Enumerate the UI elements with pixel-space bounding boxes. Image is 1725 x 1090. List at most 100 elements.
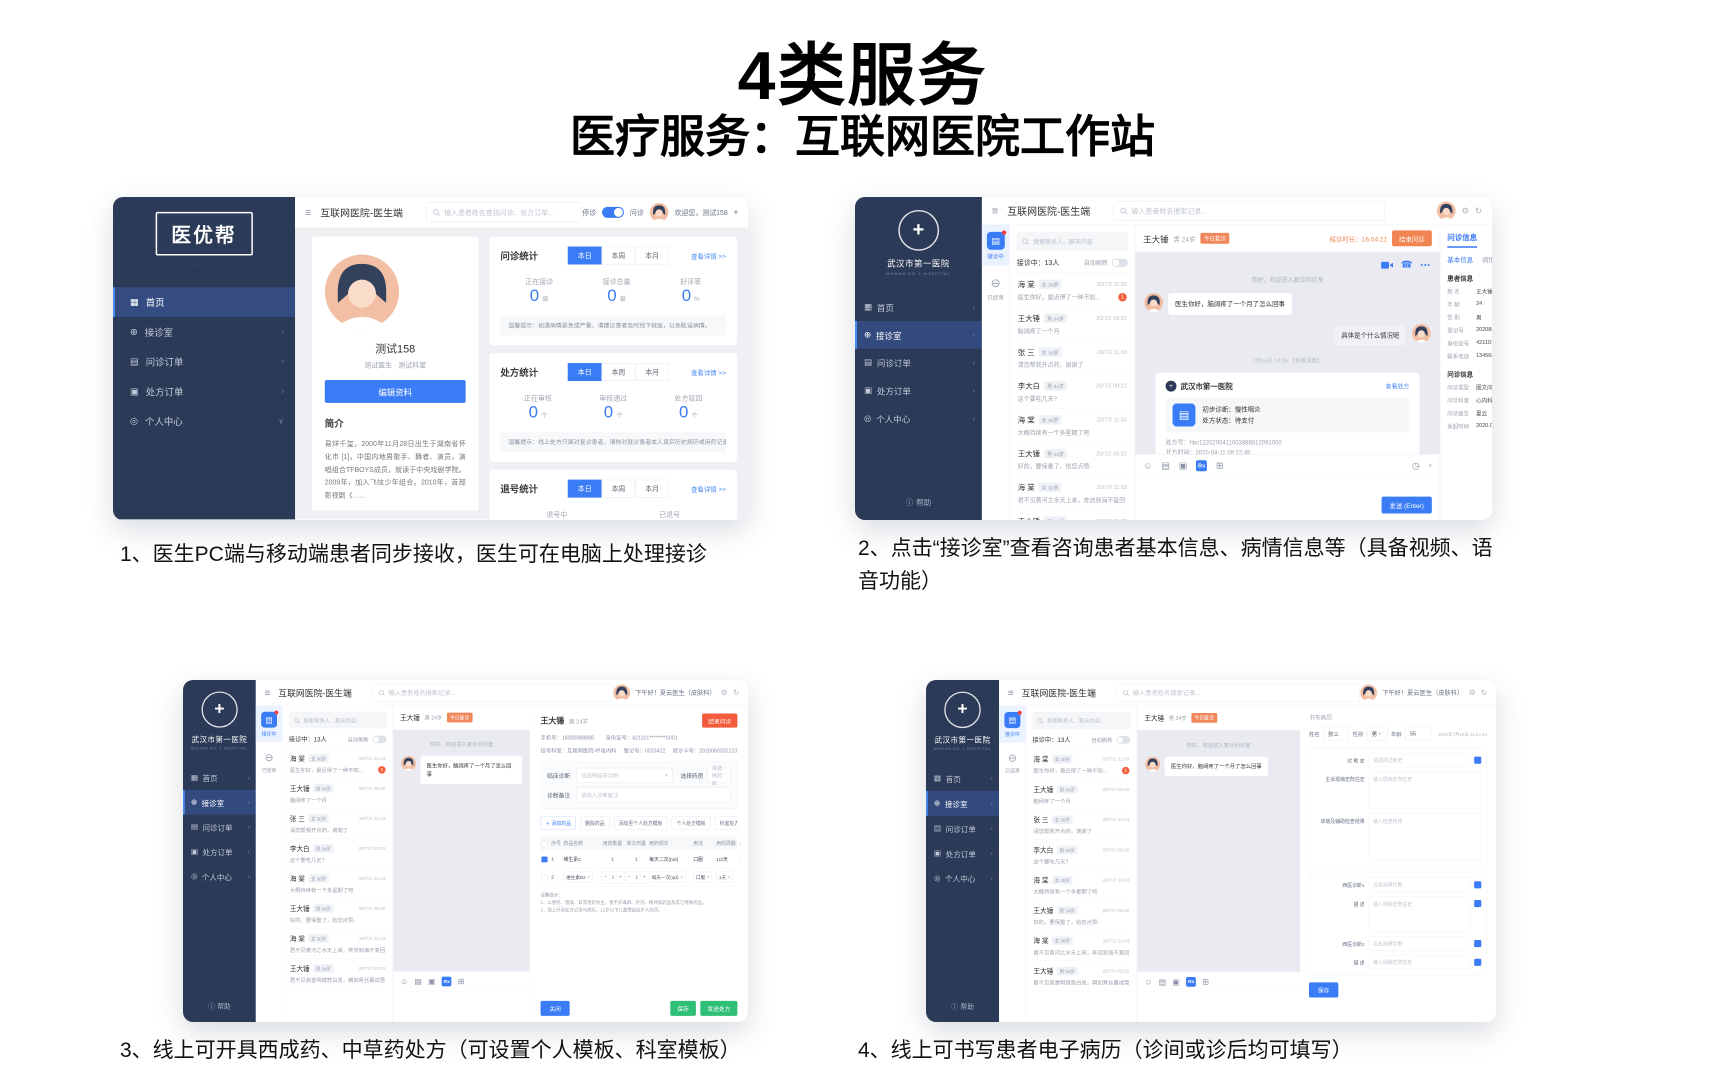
plus-button[interactable]: +: [642, 874, 646, 880]
form-textarea[interactable]: 输入检查结果: [1368, 813, 1482, 860]
form-input[interactable]: 点击选择诊断: [1368, 877, 1471, 892]
sidebar-item-rx-orders[interactable]: ▣ 处方订单 ‹: [926, 841, 999, 866]
search-input[interactable]: 输入患者姓名搜索记录...: [1113, 200, 1385, 221]
list-item[interactable]: 王大锤男 34岁 20/7/2 09:22 脑阔疼了一个月: [288, 778, 387, 809]
list-item[interactable]: 海 棠女 30岁 20/7/2 11:03 君不见黄河之水天上来，奔流到海不复回: [288, 929, 387, 959]
search-input[interactable]: 输入患者姓名搜索记录...: [372, 683, 614, 702]
rail-item-receiving[interactable]: ▤ 接诊中: [999, 705, 1026, 743]
list-item[interactable]: 海 棠女 30岁 20/7/2 11:03 医生你好，最近得了一种不知... 1: [1016, 273, 1128, 307]
list-item[interactable]: 海 棠女 30岁 20/7/2 11:03 医生你好，最近得了一种不知... 1: [288, 748, 387, 779]
form-input[interactable]: 输入现病史既往史: [1368, 955, 1471, 970]
gear-icon[interactable]: ⚙: [1461, 205, 1470, 216]
plus-icon[interactable]: ⊞: [457, 976, 465, 986]
row-checkbox[interactable]: [541, 874, 551, 881]
auto-refresh-toggle[interactable]: [1116, 735, 1131, 744]
list-item[interactable]: 海 棠女 30岁 20/7/2 11:03 君不见黄河之水天上来，奔流到海不复回: [1016, 476, 1128, 511]
sidebar-item-reception[interactable]: ⊕ 接诊室 ‹: [855, 320, 982, 349]
list-item[interactable]: 海 棠女 30岁 20/7/2 11:03 大概持续有一个多星期了吧: [1016, 409, 1128, 443]
list-item[interactable]: 王大锤男 34岁 20/7/2 09:22 脑阔疼了一个月: [1032, 779, 1131, 810]
personal-template-button[interactable]: 个人处方模板: [671, 815, 711, 831]
rail-item-finished[interactable]: ⊖ 已结束: [999, 742, 1026, 779]
cycle-select[interactable]: 1天 ▾: [716, 871, 733, 884]
tab-本日[interactable]: 本日: [567, 479, 602, 498]
emoji-icon[interactable]: ☺: [1144, 977, 1153, 987]
plus-icon[interactable]: ⊞: [1202, 977, 1209, 987]
video-call-icon[interactable]: [1380, 261, 1393, 269]
usage-select[interactable]: 口服 ▾: [693, 871, 712, 884]
sidebar-item-profile[interactable]: ◎ 个人中心 ‹: [183, 864, 256, 889]
sidebar-item-home[interactable]: ▦ 首页 ›: [183, 765, 256, 790]
contact-search-input[interactable]: 搜索联系人、聊天内容: [1016, 231, 1128, 251]
avatar[interactable]: [649, 202, 669, 222]
sidebar-item-consult-orders[interactable]: ▤ 问诊订单 ‹: [183, 815, 256, 840]
send-prescription-button[interactable]: 发送处方: [700, 1000, 738, 1016]
minus-button[interactable]: −: [627, 874, 631, 880]
minus-button[interactable]: −: [604, 874, 607, 880]
tab-本月[interactable]: 本月: [635, 246, 670, 265]
avatar[interactable]: [613, 684, 630, 701]
contact-search-input[interactable]: 搜索联系人、聊天内容: [1032, 712, 1131, 729]
list-item[interactable]: 张 三女 30岁 20/7/2 11:03 请您帮我开点药，谢谢了: [1032, 810, 1131, 840]
power-icon[interactable]: ↻: [1475, 205, 1483, 216]
history-clock-icon[interactable]: ◷: [1412, 460, 1420, 471]
power-icon[interactable]: ↻: [732, 688, 740, 697]
sidebar-item-profile[interactable]: ◎ 个人中心 ‹: [926, 866, 999, 891]
drug-select[interactable]: 维生素B2 ▾: [563, 871, 593, 884]
tab-basic-info[interactable]: 基本信息: [1447, 256, 1474, 264]
list-item[interactable]: 海 棠女 30岁 20/7/2 11:03 君不见黄河之水天上来，奔流到海不复回: [1032, 931, 1131, 961]
form-textarea[interactable]: 输入现病史既往史: [1368, 896, 1471, 933]
sidebar-item-reception[interactable]: ⊕ 接诊室 ‹: [926, 790, 1000, 816]
help-button[interactable]: ⓘ 帮助: [926, 1002, 999, 1011]
age-input[interactable]: 55: [1405, 726, 1432, 742]
blue-action-icon[interactable]: [1474, 756, 1482, 764]
gear-icon[interactable]: ⚙: [720, 688, 728, 697]
blue-action-icon[interactable]: [1474, 940, 1482, 948]
hamburger-icon[interactable]: ≡: [264, 686, 271, 698]
sex-select[interactable]: 男 ▾: [1366, 726, 1388, 742]
view-details-link[interactable]: 查看详情 >>: [690, 368, 727, 377]
caret-down-icon[interactable]: ▾: [733, 207, 738, 217]
qty-stepper[interactable]: −1 +: [601, 871, 625, 884]
add-to-personal-template-button[interactable]: 添加至个人处方模板: [613, 815, 668, 831]
save-button[interactable]: 保存: [1308, 982, 1339, 998]
caret-down-icon[interactable]: ▾: [1428, 462, 1432, 470]
rail-item-receiving[interactable]: ▤ 接诊中: [255, 705, 283, 742]
pharmacy-input[interactable]: 请选择药房: [706, 765, 731, 786]
avatar[interactable]: [1436, 201, 1456, 221]
edit-profile-button[interactable]: 编辑资料: [324, 380, 466, 403]
sidebar-item-home[interactable]: ▦ 首页 ›: [926, 766, 999, 791]
hamburger-icon[interactable]: ≡: [991, 204, 999, 217]
list-item[interactable]: 海 棠女 30岁 20/7/2 11:03 大概持续有一个多星期了吧: [288, 868, 387, 899]
tab-condition-info[interactable]: 病情信息: [1482, 256, 1492, 264]
sidebar-item-rx-orders[interactable]: ▣ 处方订单 ‹: [183, 839, 256, 864]
list-item[interactable]: 王大锤男 34岁 20/7/2 09:22 好的，要保重了，给您点赞-: [1016, 442, 1128, 477]
rx-icon[interactable]: Rx: [441, 976, 452, 987]
list-item[interactable]: 张 三女 30岁 20/7/2 11:03 请您帮我开点药，谢谢了: [288, 808, 387, 839]
search-input[interactable]: 输入患者姓名搜索记录...: [1116, 683, 1360, 702]
hamburger-icon[interactable]: ≡: [304, 205, 312, 219]
sidebar-item-consult-orders[interactable]: ▤ 问诊订单 ‹: [926, 816, 999, 841]
list-item[interactable]: 王大锤男 34岁 20/7/2 09:22 好的，要保重了，给您点赞-: [288, 898, 387, 929]
prescription-card[interactable]: + 武汉市第一医院 查看处方 ▤ 初步诊断：慢性咽炎 处方状态：待支付 处方号：…: [1155, 372, 1420, 455]
tab-本日[interactable]: 本日: [567, 363, 602, 382]
view-details-link[interactable]: 查看详情 >>: [690, 252, 727, 260]
sidebar-item-rx-orders[interactable]: ▣ 处方订单 ‹: [855, 377, 982, 405]
rx-icon[interactable]: Rx: [1196, 460, 1208, 472]
blue-action-icon[interactable]: [1474, 881, 1482, 889]
list-icon[interactable]: ▤: [1161, 460, 1170, 471]
message-input[interactable]: 发送 (Enter): [1135, 476, 1440, 520]
gear-icon[interactable]: ⚙: [1468, 688, 1476, 697]
image-icon[interactable]: ▣: [1172, 977, 1181, 987]
image-icon[interactable]: ▣: [1178, 460, 1188, 471]
send-button[interactable]: 发送 (Enter): [1381, 496, 1432, 514]
list-item[interactable]: 王大锤男 34岁 20/7/2 09:22 脑阔疼了一个月: [1016, 307, 1128, 341]
diagnosis-note-input[interactable]: 请输入诊断备注: [576, 787, 731, 803]
emoji-icon[interactable]: ☺: [400, 976, 409, 986]
plus-icon[interactable]: ⊞: [1216, 460, 1224, 471]
list-item[interactable]: 张 三女 30岁 20/7/2 11:03 请您帮我开点药，谢谢了: [1016, 341, 1128, 375]
search-input[interactable]: 输入患者姓名查找问诊、处方订单...: [425, 202, 583, 223]
emoji-icon[interactable]: ☺: [1143, 460, 1153, 471]
row-checkbox[interactable]: ✓: [541, 856, 551, 863]
